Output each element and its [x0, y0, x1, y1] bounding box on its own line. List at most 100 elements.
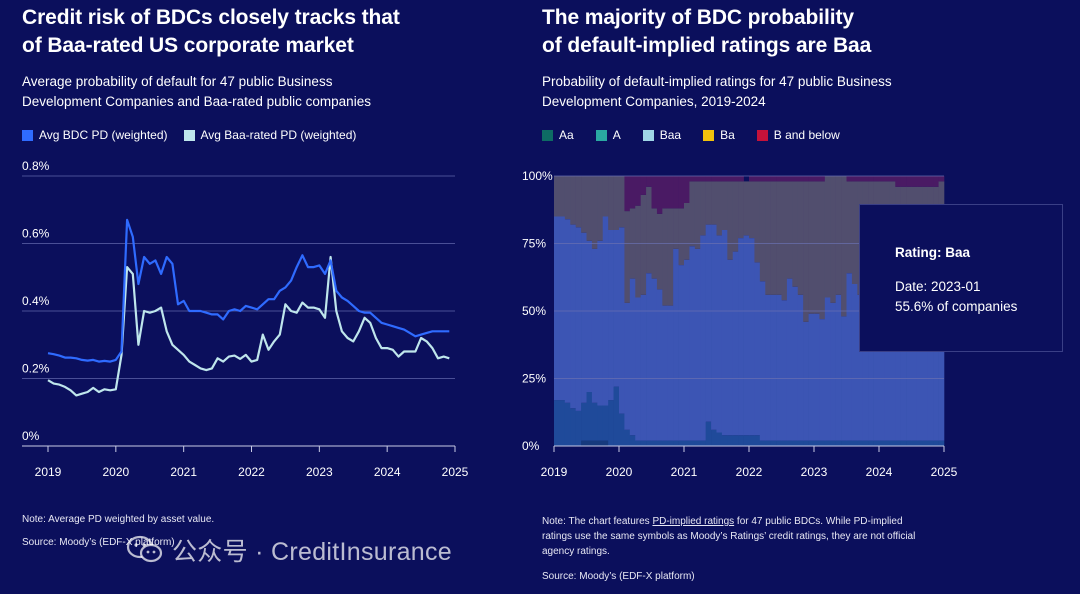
- bar-segment-a[interactable]: [873, 440, 880, 446]
- bar-segment-baa[interactable]: [824, 297, 831, 441]
- bar-segment-baa[interactable]: [678, 265, 685, 441]
- bar-segment-a[interactable]: [716, 432, 723, 447]
- line-series-avg-bdc-pd-weighted-[interactable]: [47, 218, 450, 363]
- bar-segment-aa[interactable]: [581, 440, 587, 446]
- bar-segment-a[interactable]: [667, 440, 674, 446]
- bar-segment-baa[interactable]: [786, 278, 793, 441]
- legend-item-ba[interactable]: Ba: [703, 128, 735, 142]
- bar-segment-b-and-below[interactable]: [938, 176, 945, 182]
- bar-segment-b-and-below[interactable]: [776, 176, 782, 182]
- bar-segment-a[interactable]: [770, 440, 777, 446]
- line-series-avg-baa-rated-pd-weighted-[interactable]: [47, 255, 450, 397]
- bar-segment-baa[interactable]: [684, 259, 690, 441]
- bar-segment-baa[interactable]: [808, 313, 815, 441]
- bar-segment-ba[interactable]: [581, 176, 587, 233]
- bar-segment-a[interactable]: [814, 440, 820, 446]
- bar-segment-ba[interactable]: [781, 181, 788, 301]
- bar-segment-a[interactable]: [597, 405, 604, 441]
- bar-segment-baa[interactable]: [754, 262, 761, 436]
- bar-segment-a[interactable]: [732, 435, 739, 446]
- bar-segment-ba[interactable]: [619, 176, 625, 228]
- bar-segment-ba[interactable]: [792, 181, 799, 287]
- bar-segment-a[interactable]: [862, 440, 869, 446]
- bar-segment-ba[interactable]: [694, 181, 701, 249]
- bar-segment-a[interactable]: [559, 400, 566, 446]
- bar-segment-ba[interactable]: [776, 181, 782, 295]
- bar-segment-a[interactable]: [689, 440, 696, 446]
- bar-segment-a[interactable]: [629, 435, 636, 446]
- bar-segment-a[interactable]: [624, 429, 631, 446]
- bar-segment-a[interactable]: [803, 440, 809, 446]
- bar-segment-baa[interactable]: [765, 294, 771, 441]
- bar-segment-ba[interactable]: [635, 205, 641, 298]
- bar-segment-ba[interactable]: [732, 181, 739, 252]
- legend-item-a[interactable]: A: [595, 128, 621, 142]
- bar-segment-a[interactable]: [792, 440, 799, 446]
- bar-segment-a[interactable]: [808, 440, 815, 446]
- bar-segment-ba[interactable]: [721, 181, 728, 230]
- bar-segment-b-and-below[interactable]: [916, 176, 923, 187]
- bar-segment-ba[interactable]: [808, 181, 815, 314]
- bar-segment-ba[interactable]: [591, 176, 598, 249]
- bar-segment-baa[interactable]: [900, 267, 907, 441]
- bar-segment-b-and-below[interactable]: [900, 176, 907, 187]
- bar-segment-baa[interactable]: [575, 227, 582, 411]
- bar-segment-aa[interactable]: [591, 440, 598, 446]
- bar-segment-a[interactable]: [835, 440, 842, 446]
- bar-segment-ba[interactable]: [846, 181, 853, 274]
- bar-segment-baa[interactable]: [770, 294, 777, 441]
- bar-segment-ba[interactable]: [759, 181, 766, 282]
- bar-segment-baa[interactable]: [879, 267, 885, 441]
- bar-segment-baa[interactable]: [922, 270, 929, 441]
- bar-segment-baa[interactable]: [933, 273, 939, 441]
- bar-segment-ba[interactable]: [835, 176, 842, 295]
- bar-segment-b-and-below[interactable]: [889, 176, 896, 182]
- bar-segment-a[interactable]: [916, 440, 923, 446]
- bar-segment-a[interactable]: [613, 386, 620, 446]
- bar-segment-ba[interactable]: [824, 176, 831, 298]
- bar-segment-b-and-below[interactable]: [705, 176, 712, 182]
- bar-segment-b-and-below[interactable]: [884, 176, 891, 182]
- bar-segment-ba[interactable]: [819, 181, 826, 320]
- bar-segment-baa[interactable]: [629, 278, 636, 436]
- bar-segment-baa[interactable]: [732, 251, 739, 436]
- bar-segment-ba[interactable]: [830, 176, 836, 303]
- bar-segment-a[interactable]: [651, 440, 658, 446]
- bar-segment-b-and-below[interactable]: [873, 176, 880, 182]
- bar-segment-a[interactable]: [575, 410, 582, 446]
- bar-segment-a[interactable]: [754, 435, 761, 446]
- bar-segment-a[interactable]: [824, 440, 831, 446]
- bar-segment-aa[interactable]: [586, 440, 593, 446]
- bar-segment-a[interactable]: [673, 440, 679, 446]
- bar-segment-a[interactable]: [851, 440, 858, 446]
- bar-segment-b-and-below[interactable]: [895, 176, 901, 187]
- bar-segment-baa[interactable]: [911, 267, 918, 441]
- bar-segment-b-and-below[interactable]: [640, 176, 647, 195]
- bar-segment-baa[interactable]: [662, 305, 669, 441]
- bar-segment-ba[interactable]: [749, 181, 755, 239]
- bar-segment-a[interactable]: [694, 440, 701, 446]
- bar-segment-ba[interactable]: [727, 181, 734, 260]
- bar-segment-baa[interactable]: [673, 248, 679, 441]
- bar-segment-a[interactable]: [900, 440, 907, 446]
- bar-segment-b-and-below[interactable]: [792, 176, 799, 182]
- bar-segment-a[interactable]: [906, 440, 912, 446]
- bar-segment-baa[interactable]: [895, 267, 901, 441]
- bar-segment-baa[interactable]: [597, 240, 604, 406]
- bar-segment-a[interactable]: [721, 435, 728, 446]
- bar-segment-b-and-below[interactable]: [684, 176, 690, 203]
- bar-segment-ba[interactable]: [743, 181, 750, 236]
- bar-segment-baa[interactable]: [694, 248, 701, 441]
- bar-segment-ba[interactable]: [754, 181, 761, 263]
- bar-segment-a[interactable]: [786, 440, 793, 446]
- bar-segment-b-and-below[interactable]: [678, 176, 685, 209]
- bar-segment-a[interactable]: [646, 440, 652, 446]
- bar-segment-a[interactable]: [705, 421, 712, 446]
- bar-segment-ba[interactable]: [667, 208, 674, 306]
- bar-segment-baa[interactable]: [591, 248, 598, 403]
- bar-segment-baa[interactable]: [814, 313, 820, 441]
- bar-segment-baa[interactable]: [749, 238, 755, 436]
- bar-segment-b-and-below[interactable]: [911, 176, 918, 187]
- bar-segment-b-and-below[interactable]: [786, 176, 793, 182]
- bar-segment-ba[interactable]: [570, 176, 576, 225]
